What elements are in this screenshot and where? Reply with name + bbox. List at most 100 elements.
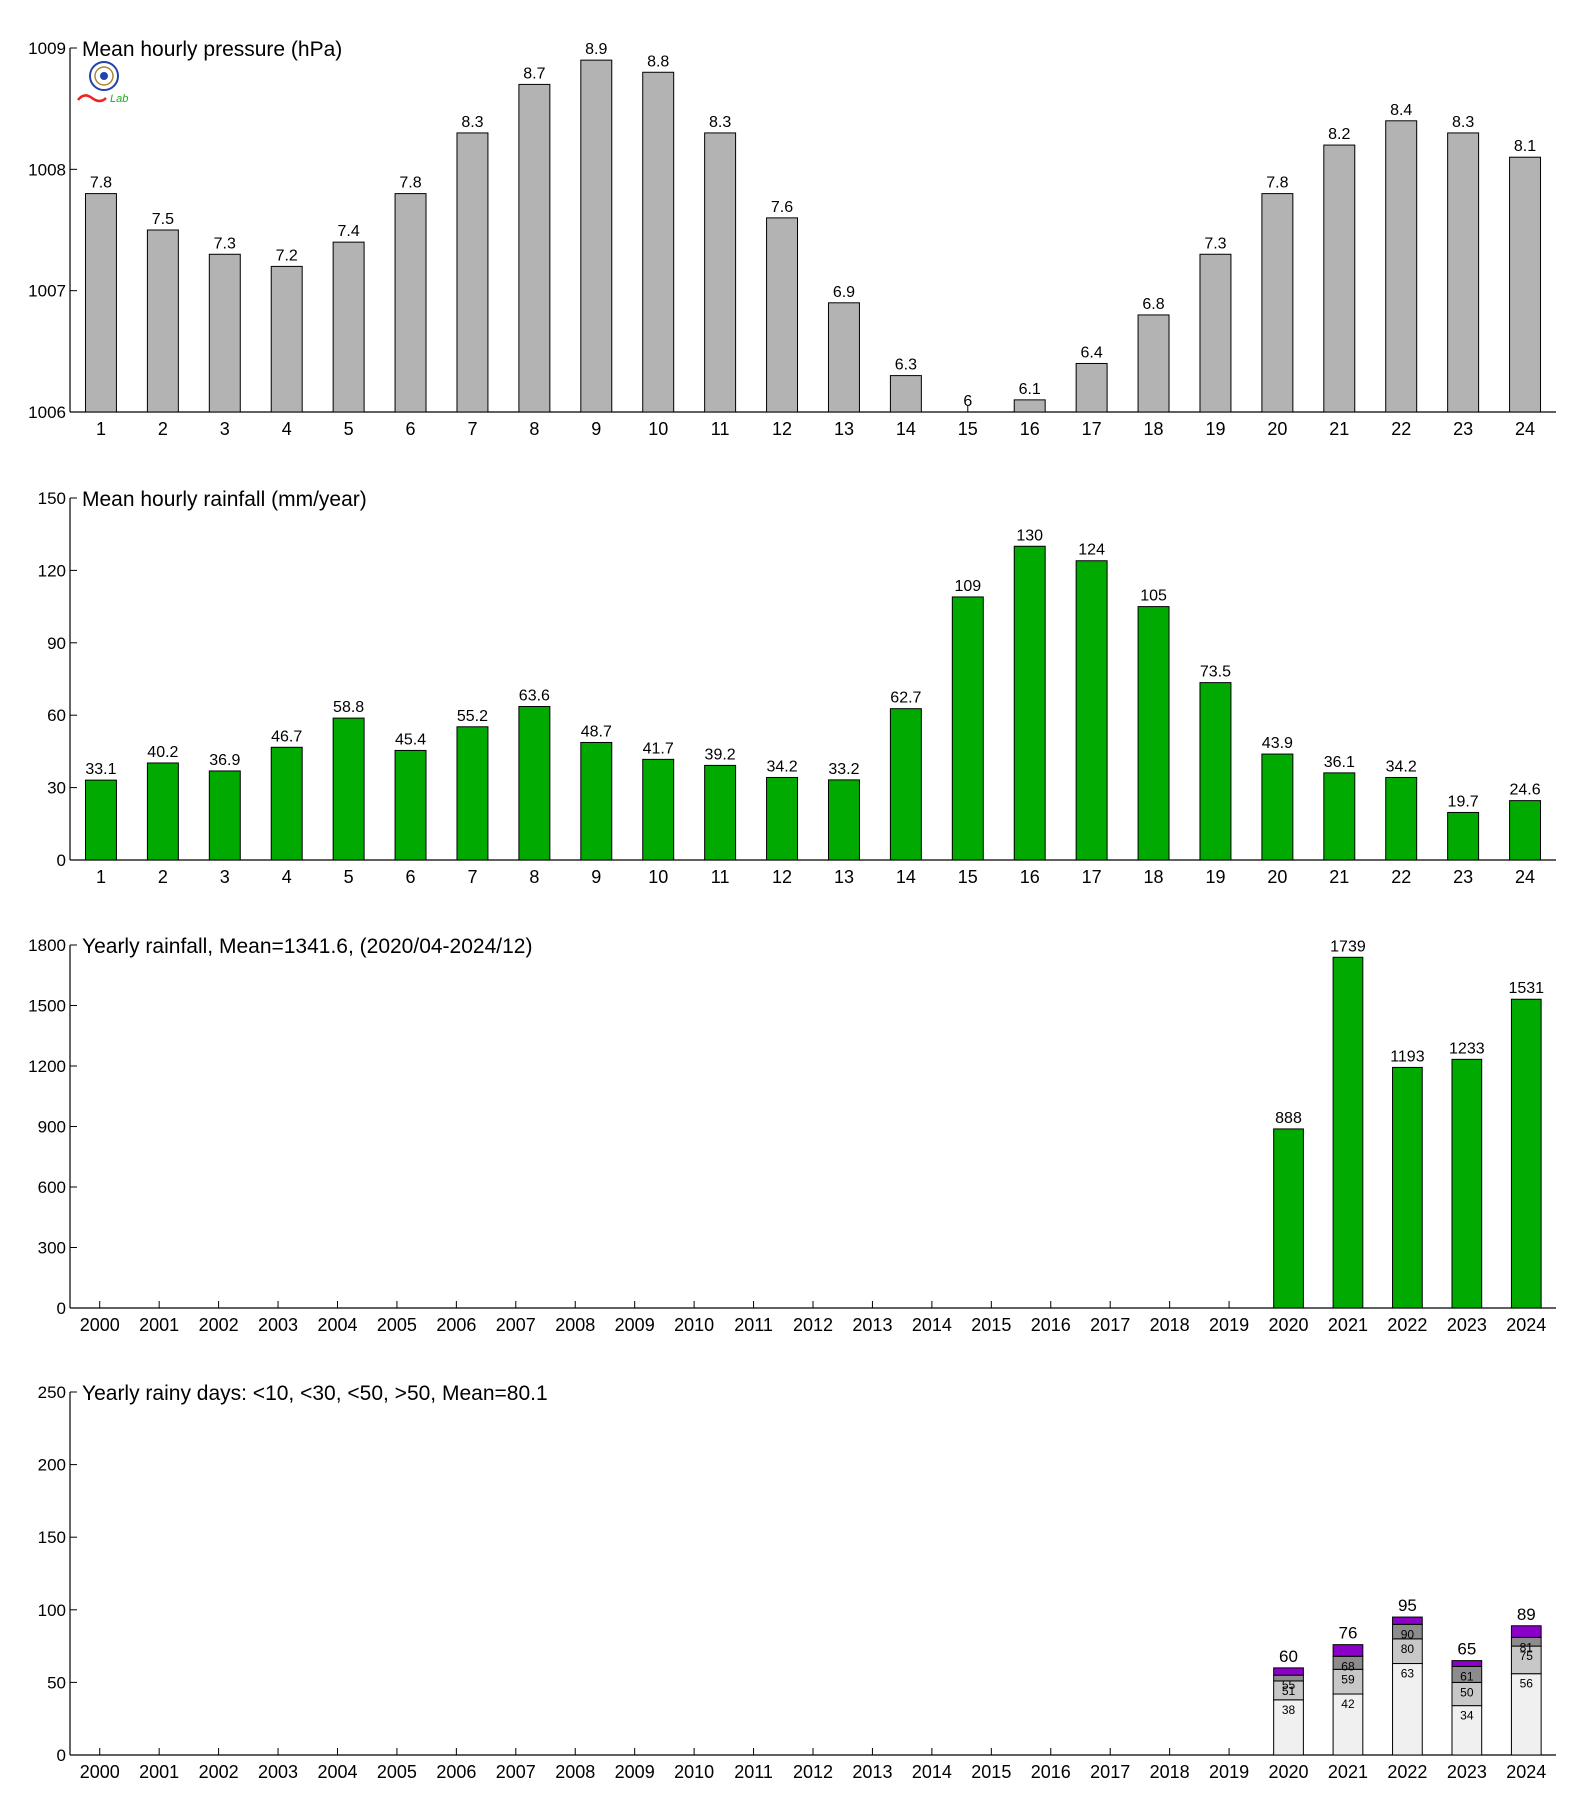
logo-text: Lab: [110, 93, 128, 105]
bar: [1013, 399, 1046, 413]
bar-value-label: 7.8: [90, 175, 112, 192]
segment-label: 56: [1520, 1677, 1534, 1691]
x-tick-label: 20: [1267, 419, 1287, 439]
segment-label: 55: [1282, 1678, 1296, 1692]
x-tick-label: 1: [96, 419, 106, 439]
bar-value-label: 7.3: [1204, 235, 1226, 252]
x-tick-label: 2001: [139, 1315, 179, 1335]
x-tick-label: 18: [1144, 867, 1164, 887]
bar-value-label: 7.2: [276, 247, 298, 264]
bar-value-label: 45.4: [395, 731, 426, 748]
x-tick-label: 5: [344, 419, 354, 439]
bar-value-label: 8.2: [1328, 126, 1350, 143]
bar: [1075, 560, 1108, 861]
y-tick-label: 90: [47, 634, 66, 653]
x-tick-label: 8: [529, 419, 539, 439]
x-tick-label: 21: [1329, 419, 1349, 439]
x-tick-label: 6: [406, 419, 416, 439]
x-tick-label: 10: [648, 867, 668, 887]
x-tick-label: 3: [220, 867, 230, 887]
bar-value-label: 130: [1016, 527, 1043, 544]
x-tick-label: 2016: [1031, 1315, 1071, 1335]
bar-value-label: 124: [1078, 542, 1105, 559]
bar-value-label: 1193: [1390, 1048, 1425, 1065]
y-tick-label: 30: [47, 779, 66, 798]
bar-segment: [1392, 1638, 1423, 1665]
bar: [518, 706, 551, 861]
bar-value-label: 36.9: [209, 752, 240, 769]
x-tick-label: 23: [1453, 419, 1473, 439]
x-tick-label: 13: [834, 419, 854, 439]
x-tick-label: 2018: [1150, 1315, 1190, 1335]
bar: [270, 746, 303, 861]
bar: [394, 193, 427, 413]
x-tick-label: 16: [1020, 419, 1040, 439]
chart-4: 0 50 100 150 200 250 2000 2001 2002 2003 2004 2005 2…: [38, 1382, 1556, 1782]
x-tick-label: 12: [772, 867, 792, 887]
x-tick-label: 14: [896, 419, 916, 439]
bar-value-label: 6: [963, 393, 972, 410]
x-tick-label: 16: [1020, 867, 1040, 887]
segment-label: 80: [1401, 1642, 1415, 1656]
bar-segment: [1451, 1660, 1483, 1667]
bar: [146, 229, 179, 413]
segment-label: 90: [1401, 1627, 1415, 1641]
bar: [642, 758, 675, 861]
x-tick-label: 2006: [436, 1315, 476, 1335]
x-tick-label: 2003: [258, 1315, 298, 1335]
x-tick-label: 2022: [1387, 1762, 1427, 1782]
bar: [1509, 156, 1542, 413]
bar-value-label: 6.3: [895, 357, 917, 374]
x-tick-label: 2015: [971, 1315, 1011, 1335]
bar-value-label: 8.1: [1514, 138, 1536, 155]
bar-value-label: 7.3: [214, 235, 236, 252]
y-tick-label: 250: [38, 1383, 66, 1402]
x-tick-label: 2006: [436, 1762, 476, 1782]
segment-label: 59: [1341, 1672, 1355, 1686]
bar-segment: [1510, 1625, 1542, 1638]
x-tick-label: 2: [158, 867, 168, 887]
y-tick-label: 1200: [28, 1057, 66, 1076]
segment-label: 50: [1460, 1685, 1474, 1699]
x-tick-label: 2024: [1506, 1762, 1546, 1782]
x-tick-label: 2011: [734, 1762, 773, 1782]
x-tick-label: 3: [220, 419, 230, 439]
bar-value-label: 58.8: [333, 699, 364, 716]
x-tick-label: 7: [467, 419, 477, 439]
bar-value-label: 34.2: [766, 758, 797, 775]
y-tick-label: 0: [57, 1746, 66, 1765]
x-tick-label: 2012: [793, 1762, 833, 1782]
bar-total-label: 65: [1457, 1640, 1476, 1659]
y-tick-label: 1007: [28, 282, 66, 301]
x-tick-label: 2002: [199, 1762, 239, 1782]
y-tick-label: 200: [38, 1456, 66, 1475]
bar-value-label: 109: [954, 578, 981, 595]
x-tick-label: 21: [1329, 867, 1349, 887]
x-tick-label: 2004: [317, 1315, 357, 1335]
bar-total-label: 60: [1279, 1647, 1298, 1666]
bar-segment: [1392, 1663, 1423, 1756]
bar-value-label: 7.5: [152, 211, 174, 228]
bar-value-label: 19.7: [1448, 793, 1479, 810]
bar: [827, 779, 860, 861]
bar-value-label: 6.4: [1081, 344, 1103, 361]
bar-value-label: 6.9: [833, 284, 855, 301]
bar: [642, 71, 675, 413]
x-tick-label: 2023: [1447, 1315, 1487, 1335]
x-tick-label: 11: [711, 419, 730, 439]
segment-label: 42: [1341, 1697, 1355, 1711]
x-tick-label: 6: [406, 867, 416, 887]
bar-segment: [1392, 1616, 1423, 1625]
bar-value-label: 8.3: [709, 114, 731, 131]
x-tick-label: 20: [1267, 867, 1287, 887]
x-tick-label: 1: [96, 867, 106, 887]
bar-value-label: 1739: [1330, 938, 1366, 955]
y-tick-label: 900: [38, 1118, 66, 1137]
bar-segment: [1273, 1699, 1304, 1756]
bar: [1137, 606, 1170, 861]
y-tick-label: 1006: [28, 403, 66, 422]
bar-segment: [1332, 1644, 1364, 1657]
bar-value-label: 73.5: [1200, 664, 1231, 681]
bar: [580, 59, 613, 413]
